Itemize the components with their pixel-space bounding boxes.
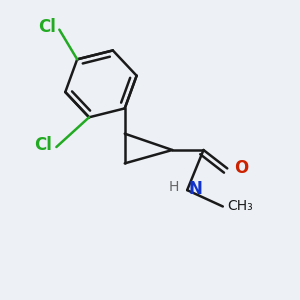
Text: O: O: [234, 159, 248, 177]
Text: Cl: Cl: [34, 136, 52, 154]
Text: N: N: [189, 180, 202, 198]
Text: Cl: Cl: [38, 18, 56, 36]
Text: H: H: [169, 180, 179, 194]
Text: CH₃: CH₃: [227, 200, 253, 214]
